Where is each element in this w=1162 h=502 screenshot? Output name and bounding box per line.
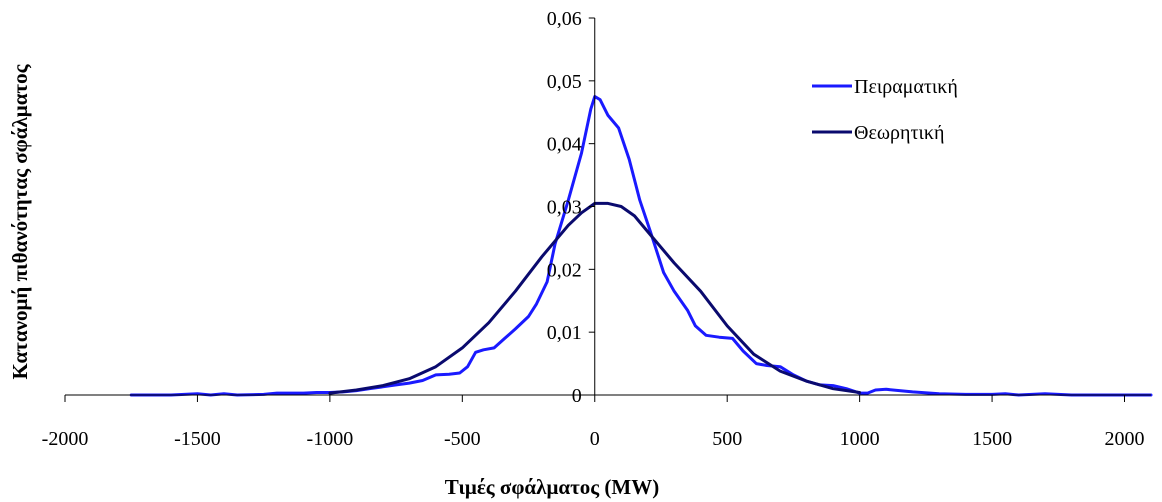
x-tick-label: 500 xyxy=(712,428,742,450)
x-tick-label: 1000 xyxy=(840,428,880,450)
x-tick-label: 0 xyxy=(590,428,600,450)
series-line-2 xyxy=(328,201,862,395)
x-tick-label: -1500 xyxy=(174,428,221,450)
y-tick-label: 0,06 xyxy=(547,8,582,30)
y-tick-label: 0,05 xyxy=(547,71,582,93)
y-tick-label: 0 xyxy=(572,385,582,407)
x-tick-label: 1500 xyxy=(972,428,1012,450)
y-tick-label: 0,03 xyxy=(547,197,582,219)
plot-area xyxy=(129,95,1153,397)
y-tick-label: 0,02 xyxy=(547,259,582,281)
axes: -2000 -1500 -1000 -500 0 500 1000 1500 2000 0 0,01… xyxy=(42,8,1151,450)
y-tick-label: 0,01 xyxy=(547,322,582,344)
x-tick-label: 2000 xyxy=(1105,428,1145,450)
legend: Πειραματική Θεωρητική xyxy=(812,76,958,144)
x-tick-label: -2000 xyxy=(42,428,89,450)
x-axis-title: Τιμές σφάλματος (MW) xyxy=(445,475,659,499)
legend-label-2: Θεωρητική xyxy=(854,122,944,144)
x-tick-label: -1000 xyxy=(307,428,354,450)
series-line-1 xyxy=(129,95,1153,397)
legend-label-1: Πειραματική xyxy=(854,76,958,98)
y-axis-title: Κατανομή πιθανότητας σφάλματος xyxy=(8,63,32,379)
x-tick-label: -500 xyxy=(444,428,481,450)
y-tick-label: 0,04 xyxy=(547,134,582,156)
